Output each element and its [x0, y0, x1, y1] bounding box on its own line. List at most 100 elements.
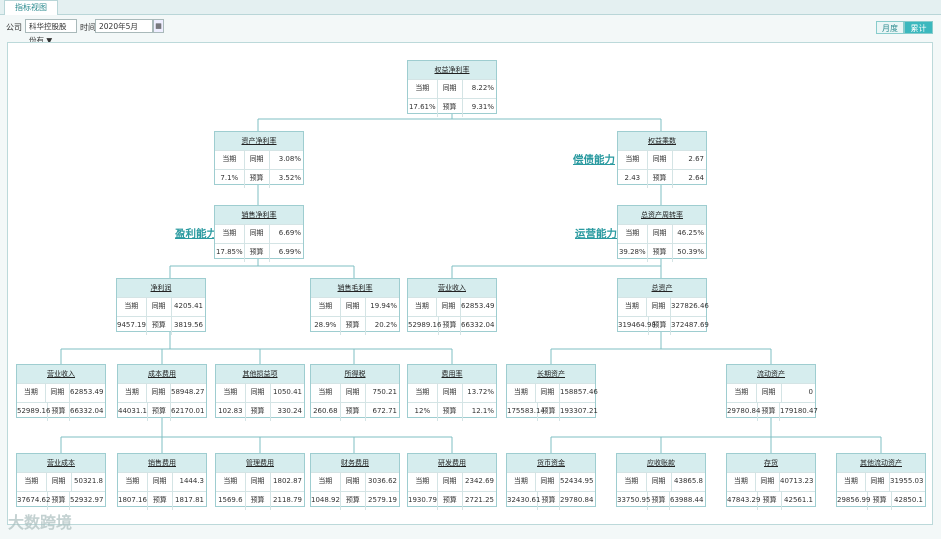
node-title[interactable]: 存货: [727, 454, 815, 472]
cell: 3.08%: [278, 155, 301, 163]
node-title[interactable]: 成本费用: [118, 365, 206, 383]
node-title[interactable]: 研发费用: [408, 454, 496, 472]
cell: 同期: [341, 384, 366, 402]
cell: 17.61%: [408, 99, 438, 117]
cell: 预算: [148, 492, 173, 510]
cumulative-button[interactable]: 累计: [904, 21, 933, 34]
monthly-button[interactable]: 月度: [876, 21, 904, 34]
cell: 6.99%: [278, 248, 301, 256]
cell: 12%: [408, 403, 438, 421]
company-select[interactable]: 科华控股股份有 ▼: [25, 19, 77, 45]
node-title[interactable]: 净利润: [117, 279, 205, 297]
node-other-items[interactable]: 其他损益项 当期 同期 1050.41 102.83 预算 330.24: [215, 364, 305, 421]
cell: 37674.62: [17, 492, 50, 510]
cell: 预算: [341, 317, 366, 335]
cell: 1807.16: [118, 492, 148, 510]
node-revenue[interactable]: 营业收入 当期 同期 62853.49 52989.16 预算 66332.04: [16, 364, 106, 421]
node-title[interactable]: 流动资产: [727, 365, 815, 383]
node-cash[interactable]: 货币资金 当期 同期 52434.95 32430.61 预算 29780.84: [506, 453, 596, 510]
node-title[interactable]: 总资产: [618, 279, 706, 297]
node-total-assets[interactable]: 总资产 当期 同期 327826.46 319464.98 预算 372487.69: [617, 278, 709, 335]
cell: 同期: [647, 298, 671, 316]
node-title[interactable]: 管理费用: [216, 454, 304, 472]
node-roa[interactable]: 资产净利率 当期 同期 3.08% 7.1% 预算 3.52%: [214, 131, 304, 188]
cell: 1930.79: [408, 492, 438, 510]
cell: 4205.41: [174, 302, 203, 310]
cell: 327826.46: [671, 302, 709, 310]
node-expense-rate[interactable]: 费用率 当期 同期 13.72% 12% 预算 12.1%: [407, 364, 497, 421]
cell: 63988.44: [670, 496, 704, 504]
cell: 28.9%: [311, 317, 341, 335]
cell: 当期: [507, 473, 536, 491]
node-admin-expense[interactable]: 管理费用 当期 同期 1802.87 1569.6 预算 2118.79: [215, 453, 305, 510]
cell: 62170.01: [171, 407, 205, 415]
cell: 同期: [245, 151, 270, 169]
cell: 同期: [246, 473, 271, 491]
node-title[interactable]: 财务费用: [311, 454, 399, 472]
cell: 52989.16: [408, 317, 441, 335]
node-title[interactable]: 营业成本: [17, 454, 105, 472]
cell: 当期: [17, 384, 46, 402]
cell: 当期: [727, 384, 757, 402]
node-cost[interactable]: 成本费用 当期 同期 58948.27 44031.1 预算 62170.01: [117, 364, 207, 421]
node-title[interactable]: 营业收入: [17, 365, 105, 383]
node-title[interactable]: 销售费用: [118, 454, 206, 472]
cell: 1817.81: [175, 496, 204, 504]
cell: 预算: [245, 170, 270, 188]
cell: 当期: [727, 473, 756, 491]
node-title[interactable]: 货币资金: [507, 454, 595, 472]
node-title[interactable]: 费用率: [408, 365, 496, 383]
time-input[interactable]: 2020年5月: [95, 19, 153, 33]
cell: 预算: [868, 492, 893, 510]
cell: 同期: [756, 473, 780, 491]
node-current-assets[interactable]: 流动资产 当期 同期 0 29780.84 预算 179180.47: [726, 364, 818, 421]
cell: 46.25%: [677, 229, 704, 237]
node-net-profit-margin[interactable]: 销售净利率 当期 同期 6.69% 17.85% 预算 6.99%: [214, 205, 304, 262]
cell: 当期: [118, 384, 147, 402]
node-title[interactable]: 销售毛利率: [311, 279, 399, 297]
cell: 2.67: [688, 155, 704, 163]
cell: 13.72%: [467, 388, 494, 396]
cell: 预算: [147, 317, 172, 335]
node-title[interactable]: 其他流动资产: [837, 454, 925, 472]
tab-indicator-view[interactable]: 指标视图: [4, 0, 58, 15]
cell: 同期: [438, 384, 463, 402]
node-title[interactable]: 所得税: [311, 365, 399, 383]
node-roe[interactable]: 权益净利率 当期 同期 8.22% 17.61% 预算 9.31%: [407, 60, 497, 117]
node-income-tax[interactable]: 所得税 当期 同期 750.21 260.68 预算 672.71: [310, 364, 400, 421]
node-title[interactable]: 权益净利率: [408, 61, 496, 79]
node-title[interactable]: 总资产周转率: [618, 206, 706, 224]
node-gross-margin[interactable]: 销售毛利率 当期 同期 19.94% 28.9% 预算 20.2%: [310, 278, 400, 335]
node-operating-cost[interactable]: 营业成本 当期 同期 50321.8 37674.62 预算 52932.97: [16, 453, 106, 510]
node-title[interactable]: 权益乘数: [618, 132, 706, 150]
cell: 同期: [648, 151, 673, 169]
cell: 52434.95: [560, 477, 594, 485]
cell: 同期: [648, 225, 673, 243]
node-rd-expense[interactable]: 研发费用 当期 同期 2342.69 1930.79 预算 2721.25: [407, 453, 497, 510]
cell: 102.83: [216, 403, 246, 421]
cell: 当期: [618, 298, 647, 316]
cell: 66332.04: [70, 407, 104, 415]
calendar-icon[interactable]: ▦: [153, 19, 164, 33]
cell: 同期: [866, 473, 890, 491]
node-finance-expense[interactable]: 财务费用 当期 同期 3036.62 1048.92 预算 2579.19: [310, 453, 400, 510]
cell: 预算: [649, 317, 671, 335]
node-other-current-assets[interactable]: 其他流动资产 当期 同期 31955.03 29856.99 预算 42850.1: [836, 453, 926, 510]
node-long-term-assets[interactable]: 长期资产 当期 同期 158857.46 175583.14 预算 193307.21: [506, 364, 598, 421]
node-title[interactable]: 销售净利率: [215, 206, 303, 224]
node-title[interactable]: 营业收入: [408, 279, 496, 297]
node-selling-expense[interactable]: 销售费用 当期 同期 1444.3 1807.16 预算 1817.81: [117, 453, 207, 510]
node-title[interactable]: 应收账款: [617, 454, 705, 472]
node-inventory[interactable]: 存货 当期 同期 40713.23 47843.29 预算 42561.1: [726, 453, 816, 510]
node-asset-turnover[interactable]: 总资产周转率 当期 同期 46.25% 39.28% 预算 50.39%: [617, 205, 707, 262]
cell: 预算: [438, 492, 463, 510]
cell: 319464.98: [618, 317, 656, 335]
node-revenue-top[interactable]: 营业收入 当期 同期 62853.49 52989.16 预算 66332.04: [407, 278, 497, 335]
node-receivables[interactable]: 应收账款 当期 同期 43865.8 33750.95 预算 63988.44: [616, 453, 706, 510]
node-title[interactable]: 长期资产: [507, 365, 595, 383]
cell: 8.22%: [471, 84, 494, 92]
node-title[interactable]: 资产净利率: [215, 132, 303, 150]
node-net-profit[interactable]: 净利润 当期 同期 4205.41 9457.19 预算 3819.56: [116, 278, 206, 335]
node-equity-multiplier[interactable]: 权益乘数 当期 同期 2.67 2.43 预算 2.64: [617, 131, 707, 188]
node-title[interactable]: 其他损益项: [216, 365, 304, 383]
